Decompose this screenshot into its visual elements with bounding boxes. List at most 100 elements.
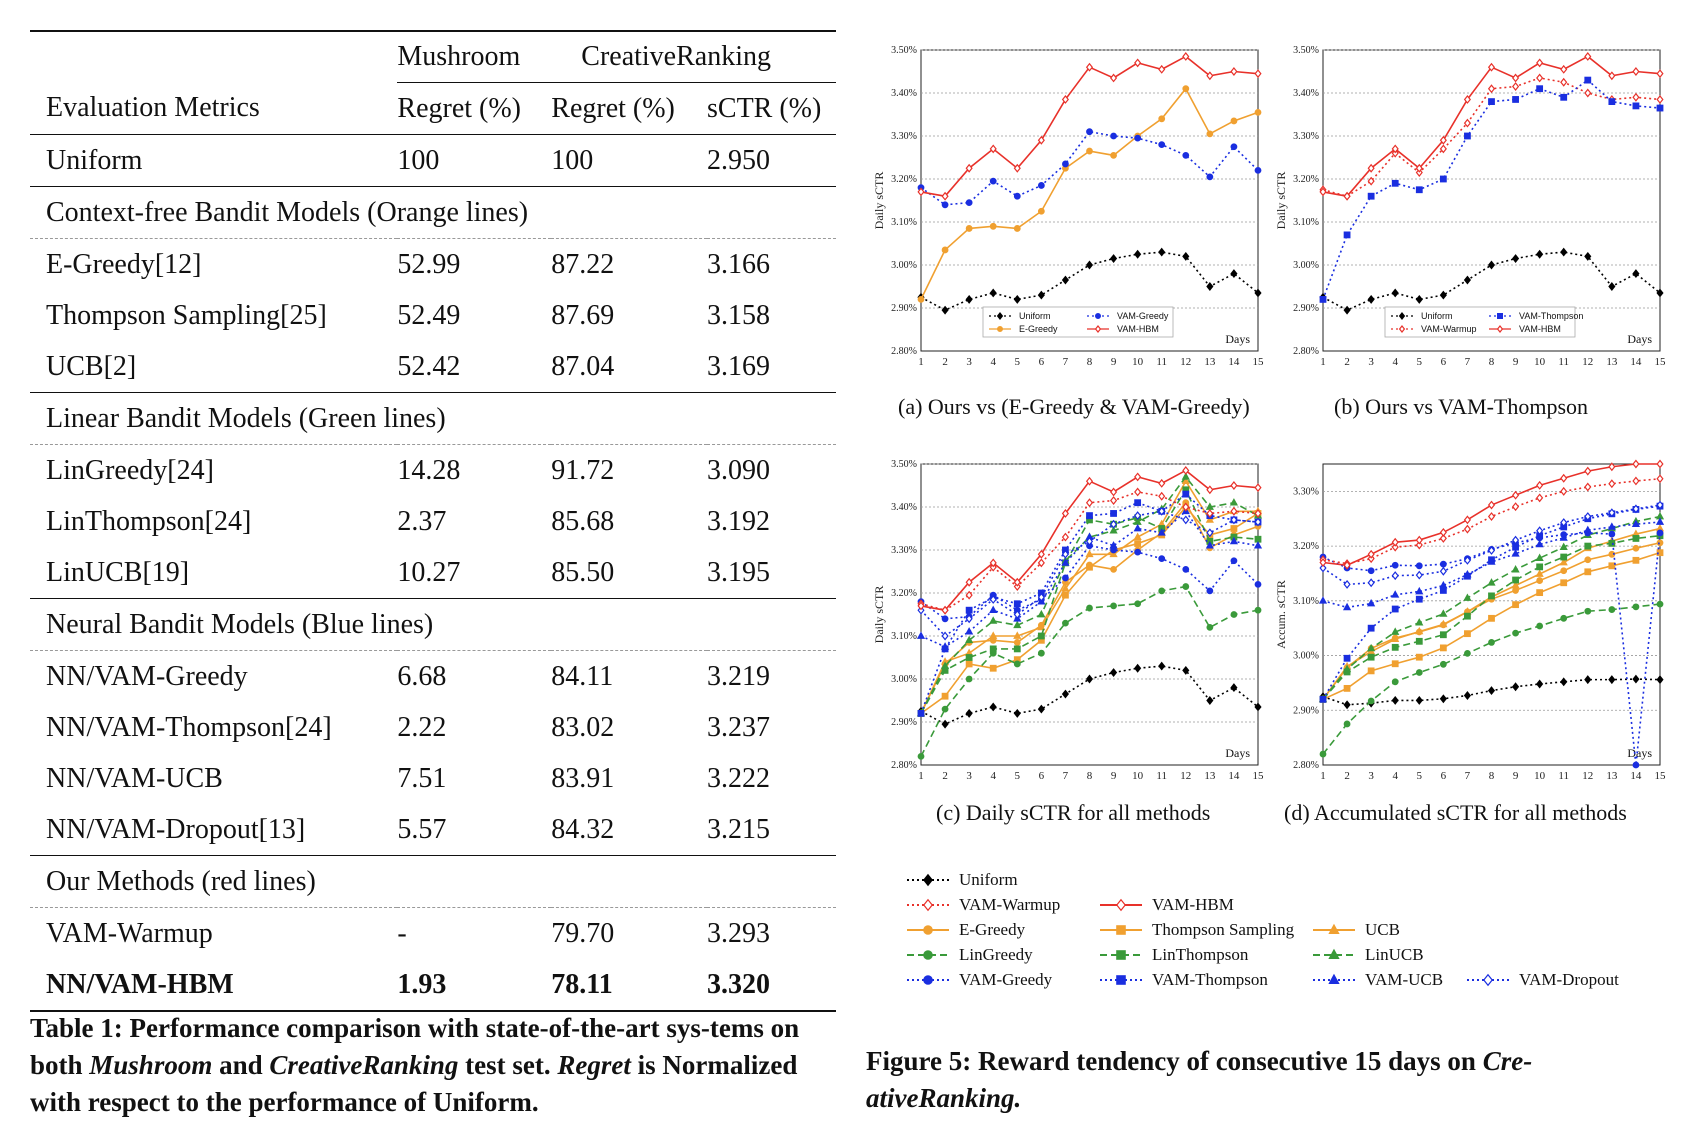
section-label: Context-free Bandit Models (Orange lines… xyxy=(30,186,836,239)
row-value: 83.91 xyxy=(551,762,615,794)
legend-swatch xyxy=(907,898,949,912)
data-point xyxy=(1133,523,1142,532)
row-value: 3.158 xyxy=(707,299,770,331)
data-point xyxy=(1391,590,1400,598)
data-point xyxy=(1181,472,1190,480)
row-method: NN/VAM-UCB xyxy=(46,762,223,794)
table-row: Thompson Sampling[25] 52.49 87.69 3.158 xyxy=(30,290,836,341)
data-point xyxy=(1085,476,1094,486)
x-tick-label: 8 xyxy=(1489,356,1495,368)
legend-swatch xyxy=(1100,975,1142,985)
series-line xyxy=(920,665,1259,726)
data-point xyxy=(1037,558,1045,568)
data-point xyxy=(1415,595,1423,603)
data-point xyxy=(1583,525,1592,534)
row-value: 52.99 xyxy=(397,238,552,290)
legend-marker xyxy=(1398,312,1406,320)
y-tick-label: 3.00% xyxy=(1293,651,1319,662)
row-method: LinUCB[19] xyxy=(46,556,190,588)
data-point xyxy=(1367,549,1375,559)
data-point xyxy=(1608,71,1616,81)
data-point xyxy=(1086,128,1093,136)
row-value: 3.320 xyxy=(707,959,836,1012)
x-tick-label: 15 xyxy=(1253,356,1265,368)
legend-swatch xyxy=(907,925,949,935)
data-point xyxy=(1512,601,1519,609)
data-point xyxy=(1182,251,1190,261)
data-point xyxy=(1086,604,1093,612)
series-vam-hbm xyxy=(917,465,1262,615)
data-point xyxy=(1584,675,1592,685)
data-point xyxy=(1367,294,1375,304)
data-point xyxy=(1439,290,1447,300)
data-point xyxy=(1632,476,1640,486)
legend-marker xyxy=(1483,973,1493,987)
data-point xyxy=(1062,591,1069,599)
x-tick-label: 15 xyxy=(1655,770,1667,782)
data-point xyxy=(1632,535,1640,542)
line-chart-d: 2.80%2.90%3.00%3.10%3.20%3.30%1 2 3 4 5 6 7 8 9 1… xyxy=(1274,459,1667,782)
row-value: 2.22 xyxy=(397,711,447,743)
legend-marker xyxy=(923,873,933,887)
data-point xyxy=(1110,487,1118,497)
data-point xyxy=(1391,537,1399,547)
data-point xyxy=(965,627,974,635)
x-tick-label: 7 xyxy=(1465,770,1471,782)
y-tick-label: 3.20% xyxy=(891,588,917,599)
chart-panel-a: 2.80% 2.90% 3.00% 3.10% 3.20% 3.30% 3.40% 3.50%… xyxy=(866,38,1266,388)
data-point xyxy=(1463,118,1471,128)
data-point xyxy=(1013,294,1021,304)
data-point xyxy=(965,660,973,668)
legend-marker xyxy=(1398,325,1406,333)
x-tick-label: 3 xyxy=(966,356,972,368)
x-tick-label: 14 xyxy=(1630,356,1642,368)
legend-marker xyxy=(1328,923,1340,934)
data-point xyxy=(1656,104,1664,112)
data-point xyxy=(1584,568,1592,576)
data-point xyxy=(1536,493,1544,503)
figure-legend: Uniform VAM-Warmup VAM-HBM E-Greedy Thompson… xyxy=(905,870,1685,1000)
x-tick-label: 13 xyxy=(1606,770,1618,782)
row-method: LinGreedy[24] xyxy=(30,444,398,496)
data-point xyxy=(1061,689,1069,699)
chart-legend: Uniform VAM-Warmup VAM-Thompson VAM-HBM xyxy=(1384,306,1583,338)
data-point xyxy=(1085,260,1094,270)
data-point xyxy=(1632,603,1640,611)
data-point xyxy=(1342,664,1352,673)
data-point xyxy=(1415,586,1424,595)
legend-label: UCB xyxy=(1365,920,1400,939)
y-tick-label: 3.10% xyxy=(891,217,917,228)
data-point xyxy=(1254,702,1262,712)
data-point xyxy=(1656,539,1664,547)
legend-marker xyxy=(1116,925,1126,935)
subcaption-b: (b) Ours vs VAM-Thompson xyxy=(1334,394,1589,419)
data-point xyxy=(1206,485,1214,495)
section-row: Our Methods (red lines) xyxy=(30,855,836,908)
data-point xyxy=(1158,478,1166,488)
y-tick-label: 3.50% xyxy=(891,459,917,470)
data-point xyxy=(1488,639,1495,646)
legend-swatch xyxy=(907,873,949,887)
data-point xyxy=(989,594,997,604)
data-point xyxy=(1512,543,1519,551)
x-tick-label: 7 xyxy=(1465,356,1471,368)
row-value: 84.11 xyxy=(551,650,707,702)
data-point xyxy=(1085,536,1094,546)
series-vam-hbm xyxy=(1319,459,1664,570)
x-tick-label: 12 xyxy=(1180,770,1191,782)
data-point xyxy=(1062,160,1069,168)
row-value: 52.42 xyxy=(397,350,461,382)
y-tick-label: 3.30% xyxy=(1293,486,1319,497)
row-value: 79.70 xyxy=(551,907,707,959)
row-method: NN/VAM-Dropout[13] xyxy=(46,813,306,845)
table-header-row: Evaluation Metrics Regret (%) Regret (%) sC… xyxy=(30,83,836,135)
data-point xyxy=(1367,176,1375,186)
data-point xyxy=(1512,254,1520,264)
data-point xyxy=(1367,653,1375,661)
row-value: 87.22 xyxy=(551,238,707,290)
data-point xyxy=(1343,720,1351,728)
data-point xyxy=(1656,529,1664,537)
series-vam-dropout xyxy=(917,506,1262,641)
table-header-group-row: Mushroom CreativeRanking xyxy=(30,30,836,83)
x-tick-label: 14 xyxy=(1228,356,1240,368)
